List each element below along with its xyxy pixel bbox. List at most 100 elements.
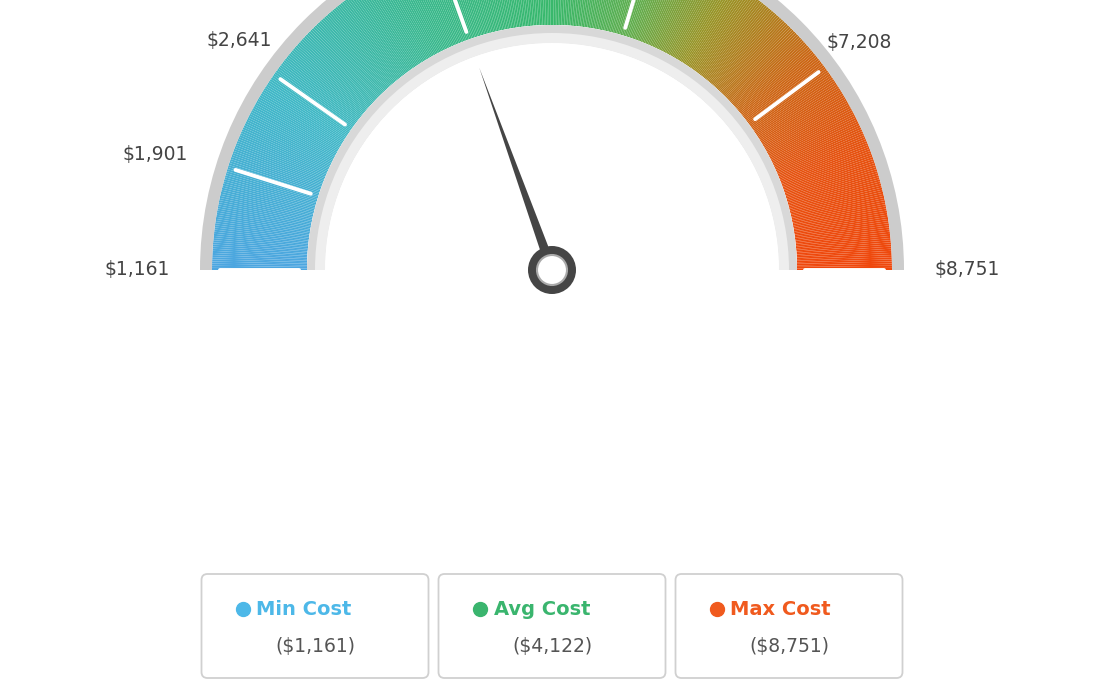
Wedge shape bbox=[229, 165, 319, 196]
Wedge shape bbox=[764, 99, 847, 148]
Wedge shape bbox=[497, 0, 513, 28]
Wedge shape bbox=[781, 149, 870, 184]
Wedge shape bbox=[737, 48, 811, 112]
Text: ($4,122): ($4,122) bbox=[512, 637, 592, 656]
Wedge shape bbox=[793, 210, 888, 228]
Wedge shape bbox=[464, 0, 489, 34]
Text: Avg Cost: Avg Cost bbox=[493, 600, 590, 619]
Wedge shape bbox=[268, 81, 349, 135]
Wedge shape bbox=[797, 266, 892, 268]
Wedge shape bbox=[395, 0, 440, 52]
Wedge shape bbox=[213, 248, 308, 256]
Wedge shape bbox=[270, 77, 350, 132]
Wedge shape bbox=[740, 52, 814, 114]
Wedge shape bbox=[605, 0, 628, 31]
Wedge shape bbox=[214, 228, 309, 241]
Wedge shape bbox=[482, 0, 503, 30]
Wedge shape bbox=[701, 0, 761, 77]
Wedge shape bbox=[792, 202, 885, 223]
Wedge shape bbox=[501, 0, 517, 28]
Wedge shape bbox=[229, 163, 319, 195]
Wedge shape bbox=[625, 0, 655, 37]
Wedge shape bbox=[254, 104, 338, 152]
Wedge shape bbox=[337, 6, 399, 80]
Wedge shape bbox=[795, 230, 890, 242]
Wedge shape bbox=[250, 112, 336, 157]
Wedge shape bbox=[459, 0, 487, 34]
Wedge shape bbox=[287, 55, 362, 116]
Wedge shape bbox=[340, 3, 401, 78]
Wedge shape bbox=[226, 169, 318, 199]
Wedge shape bbox=[499, 0, 516, 28]
Wedge shape bbox=[264, 88, 346, 140]
Wedge shape bbox=[715, 17, 781, 88]
Wedge shape bbox=[471, 0, 496, 32]
Wedge shape bbox=[275, 72, 353, 128]
Wedge shape bbox=[678, 0, 729, 61]
Wedge shape bbox=[794, 213, 888, 230]
Wedge shape bbox=[617, 0, 645, 34]
Wedge shape bbox=[346, 0, 404, 75]
Wedge shape bbox=[626, 0, 657, 37]
Wedge shape bbox=[647, 0, 686, 45]
Wedge shape bbox=[259, 95, 342, 146]
Wedge shape bbox=[488, 0, 508, 30]
Wedge shape bbox=[214, 234, 308, 246]
Wedge shape bbox=[415, 0, 455, 46]
Wedge shape bbox=[659, 0, 702, 50]
Wedge shape bbox=[793, 204, 887, 224]
Wedge shape bbox=[261, 93, 342, 144]
Wedge shape bbox=[480, 0, 501, 30]
Wedge shape bbox=[246, 119, 332, 163]
Wedge shape bbox=[212, 255, 307, 261]
Wedge shape bbox=[675, 0, 723, 59]
Wedge shape bbox=[789, 184, 881, 209]
Wedge shape bbox=[263, 90, 344, 141]
Wedge shape bbox=[797, 259, 892, 264]
Wedge shape bbox=[484, 0, 505, 30]
Wedge shape bbox=[556, 0, 561, 25]
Wedge shape bbox=[216, 217, 310, 233]
Wedge shape bbox=[636, 0, 671, 41]
Wedge shape bbox=[220, 198, 312, 219]
Wedge shape bbox=[234, 149, 323, 184]
Wedge shape bbox=[793, 208, 887, 227]
Wedge shape bbox=[452, 0, 480, 36]
Wedge shape bbox=[569, 0, 577, 26]
Wedge shape bbox=[692, 0, 749, 70]
Wedge shape bbox=[439, 0, 471, 39]
Wedge shape bbox=[421, 0, 459, 44]
Wedge shape bbox=[222, 186, 315, 210]
Wedge shape bbox=[469, 0, 495, 32]
Wedge shape bbox=[350, 0, 408, 72]
Wedge shape bbox=[537, 0, 543, 26]
Wedge shape bbox=[707, 7, 768, 81]
Wedge shape bbox=[269, 79, 349, 134]
Wedge shape bbox=[250, 114, 335, 159]
Wedge shape bbox=[694, 0, 752, 72]
Wedge shape bbox=[435, 0, 469, 40]
Wedge shape bbox=[529, 0, 537, 26]
Wedge shape bbox=[792, 198, 884, 219]
Wedge shape bbox=[778, 141, 868, 179]
Wedge shape bbox=[232, 155, 321, 188]
Wedge shape bbox=[745, 61, 822, 121]
Wedge shape bbox=[777, 137, 866, 175]
Wedge shape bbox=[575, 0, 586, 26]
Wedge shape bbox=[200, 0, 904, 270]
Wedge shape bbox=[786, 169, 878, 199]
Wedge shape bbox=[384, 0, 433, 57]
Wedge shape bbox=[235, 145, 325, 181]
Text: Max Cost: Max Cost bbox=[731, 600, 831, 619]
Wedge shape bbox=[787, 175, 879, 203]
Wedge shape bbox=[355, 0, 412, 70]
Wedge shape bbox=[619, 0, 647, 34]
Wedge shape bbox=[708, 8, 771, 82]
Wedge shape bbox=[212, 266, 307, 268]
Wedge shape bbox=[561, 0, 567, 26]
Wedge shape bbox=[751, 72, 829, 128]
Wedge shape bbox=[225, 173, 317, 201]
Wedge shape bbox=[768, 110, 853, 156]
Text: $1,161: $1,161 bbox=[105, 261, 170, 279]
Wedge shape bbox=[761, 92, 842, 143]
